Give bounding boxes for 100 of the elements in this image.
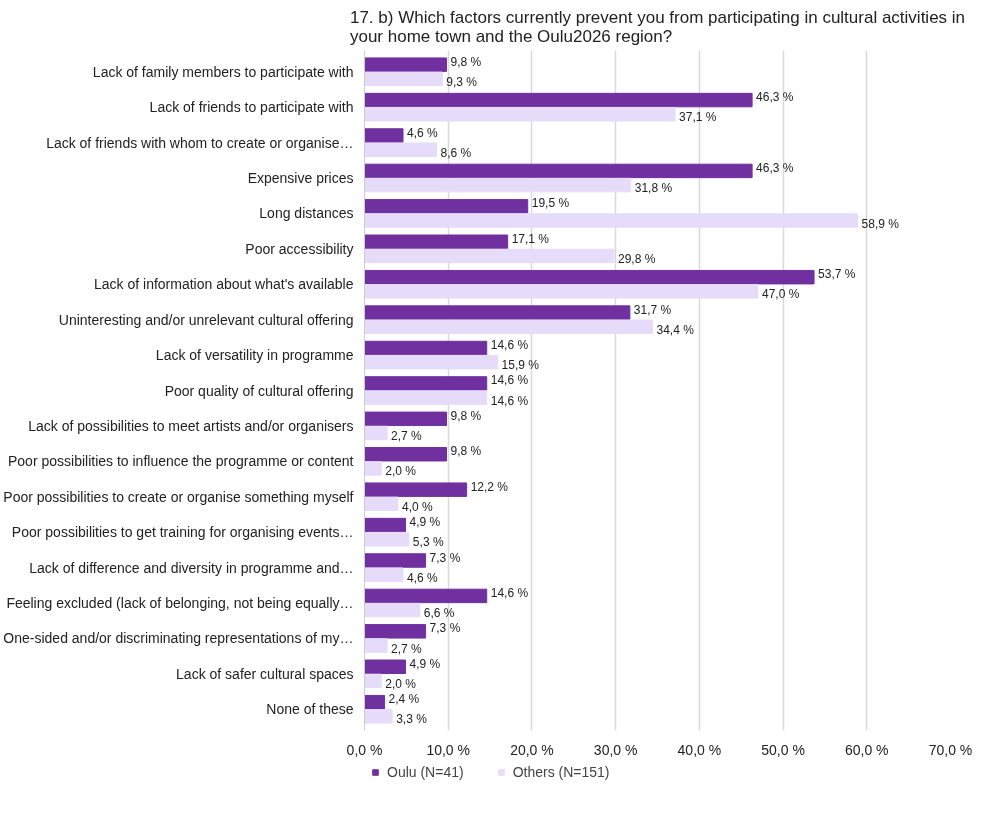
data-label: 3,3 % (396, 712, 428, 727)
data-label: 29,8 % (617, 251, 656, 266)
x-tick-label: 40,0 % (677, 741, 722, 758)
data-label: 6,6 % (423, 606, 455, 621)
bar (364, 376, 488, 391)
y-tick-label: Lack of versatility in programme (155, 347, 354, 364)
bar (364, 567, 404, 582)
bar (364, 553, 427, 568)
y-tick-label: Lack of possibilities to meet artists and/or organisers (28, 417, 354, 434)
bar (364, 447, 448, 462)
data-label: 14,6 % (490, 585, 529, 600)
bar (364, 213, 859, 228)
data-label: 14,6 % (490, 338, 529, 352)
bar (364, 532, 410, 547)
bar (364, 709, 393, 724)
y-tick-label: Long distances (259, 205, 354, 222)
y-tick-label: Poor accessibility (245, 240, 354, 257)
bar (364, 269, 815, 285)
bar (364, 411, 448, 427)
data-label: 37,1 % (679, 110, 717, 125)
data-label: 12,2 % (470, 479, 509, 494)
data-label: 53,7 % (818, 267, 856, 282)
data-label: 7,3 % (429, 621, 461, 636)
bar (364, 107, 676, 122)
data-label: 31,8 % (634, 181, 673, 196)
data-label: 9,3 % (446, 74, 478, 89)
bar (364, 199, 529, 214)
bar (364, 425, 388, 441)
data-label: 2,4 % (388, 692, 420, 707)
data-label: 2,7 % (391, 429, 423, 443)
bar (364, 128, 404, 143)
data-label: 9,8 % (450, 444, 482, 459)
x-tick-label: 30,0 % (593, 741, 638, 758)
y-tick-label: Poor possibilities to influence the programme or content (7, 453, 354, 470)
y-tick-label: Lack of information about what's available (94, 276, 354, 293)
x-tick-label: 10,0 % (426, 741, 471, 758)
data-label: 9,8 % (450, 54, 482, 69)
bar (364, 673, 382, 689)
data-label: 5,3 % (412, 535, 444, 550)
y-tick-label: Lack of difference and diversity in programme and… (29, 559, 354, 576)
data-label: 17,1 % (511, 231, 550, 246)
data-label: 46,3 % (756, 90, 794, 105)
bar (364, 319, 653, 334)
bar (364, 177, 632, 193)
y-tick-label: Lack of safer cultural spaces (176, 665, 354, 682)
bar (364, 694, 386, 710)
bar (364, 92, 753, 108)
legend-label: Others (N=151) (512, 764, 610, 780)
y-tick-label: Lack of friends with whom to create or organise… (46, 134, 354, 151)
data-label: 7,3 % (429, 550, 461, 565)
bar (364, 461, 382, 476)
bar (364, 234, 509, 249)
bar (364, 284, 759, 299)
y-tick-label: Feeling excluded (lack of belonging, not being equally… (6, 595, 354, 611)
bar (364, 588, 488, 604)
data-label: 2,7 % (391, 641, 423, 656)
y-tick-label: One-sided and/or discriminating representations of my… (3, 630, 354, 647)
data-label: 31,7 % (633, 302, 672, 317)
data-label: 47,0 % (761, 287, 800, 302)
x-tick-label: 0,0 % (346, 741, 383, 758)
data-label: 58,9 % (861, 216, 900, 231)
data-label: 2,0 % (385, 464, 417, 479)
data-label: 14,6 % (490, 373, 529, 388)
bar (364, 248, 615, 264)
bar (364, 482, 468, 497)
data-label: 15,9 % (501, 358, 540, 373)
legend-label: Oulu (N=41) (387, 764, 464, 780)
bar (364, 163, 753, 179)
y-tick-label: Poor possibilities to create or organise something myself (3, 488, 354, 505)
data-label: 34,4 % (656, 322, 695, 337)
y-tick-label: Lack of family members to participate with (92, 63, 354, 80)
data-label: 4,9 % (409, 515, 441, 530)
y-tick-label: None of these (266, 701, 354, 718)
y-tick-label: Poor quality of cultural offering (164, 382, 354, 399)
bar (364, 659, 407, 674)
data-label: 9,8 % (450, 408, 482, 423)
data-label: 19,5 % (531, 196, 570, 211)
bar (364, 602, 421, 618)
data-label: 4,6 % (407, 125, 439, 140)
y-tick-label: Uninteresting and/or unrelevant cultural offering (58, 311, 354, 328)
y-tick-label: Expensive prices (247, 170, 354, 186)
data-label: 2,0 % (385, 676, 417, 691)
bar (364, 354, 499, 370)
y-tick-label: Lack of friends to participate with (149, 99, 354, 116)
x-tick-label: 70,0 % (928, 741, 973, 758)
chart-title: 17. b) Which factors currently prevent you from participating in cultural activities in your home town and the Oulu2026 region? (349, 7, 966, 46)
bar (364, 142, 437, 157)
data-label: 4,9 % (409, 656, 441, 671)
bar (364, 71, 443, 87)
bar (364, 624, 427, 639)
bar (364, 517, 407, 533)
x-tick-label: 50,0 % (761, 741, 805, 758)
bar (364, 57, 448, 72)
data-label: 8,6 % (440, 145, 472, 160)
x-tick-label: 20,0 % (510, 741, 554, 758)
bar (364, 390, 488, 405)
bar (364, 305, 631, 320)
x-tick-label: 60,0 % (844, 741, 889, 758)
bar (364, 638, 388, 653)
data-label: 46,3 % (756, 160, 794, 175)
